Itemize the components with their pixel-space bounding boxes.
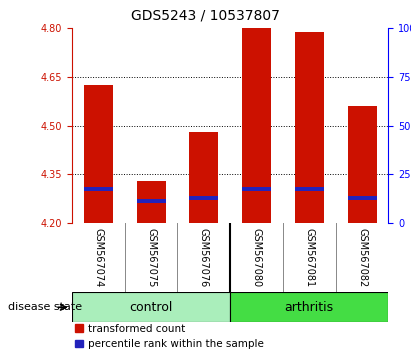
Text: GSM567082: GSM567082 <box>357 228 367 287</box>
Bar <box>242 187 271 191</box>
Bar <box>189 196 218 200</box>
Text: control: control <box>129 301 173 314</box>
Bar <box>189 132 218 223</box>
Text: disease state: disease state <box>8 302 82 312</box>
Bar <box>348 196 376 200</box>
Bar <box>230 292 388 322</box>
Bar <box>136 199 166 203</box>
Text: GSM567081: GSM567081 <box>304 228 314 287</box>
Bar <box>295 187 324 191</box>
Bar <box>242 28 271 223</box>
Bar <box>348 106 376 223</box>
Text: GSM567076: GSM567076 <box>199 228 209 287</box>
Text: arthritis: arthritis <box>285 301 334 314</box>
Text: GDS5243 / 10537807: GDS5243 / 10537807 <box>131 9 280 23</box>
Text: GSM567075: GSM567075 <box>146 228 156 287</box>
Text: GSM567080: GSM567080 <box>252 228 261 287</box>
Legend: transformed count, percentile rank within the sample: transformed count, percentile rank withi… <box>75 324 263 349</box>
Bar <box>72 292 230 322</box>
Bar <box>84 85 113 223</box>
Bar <box>84 187 113 191</box>
Bar <box>295 32 324 223</box>
Text: GSM567074: GSM567074 <box>93 228 103 287</box>
Bar <box>136 181 166 223</box>
